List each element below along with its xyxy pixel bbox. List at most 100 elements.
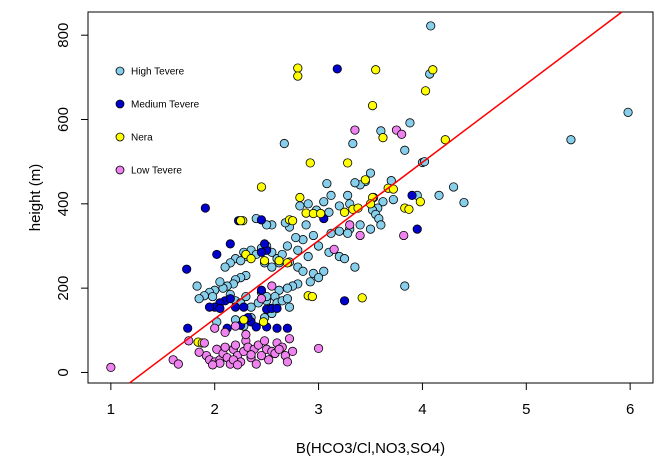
data-point — [343, 228, 353, 238]
data-point — [253, 340, 263, 350]
data-point — [194, 294, 204, 304]
data-point — [291, 232, 301, 243]
data-point — [378, 197, 388, 207]
data-point — [282, 323, 293, 333]
data-point — [332, 64, 342, 74]
data-point — [199, 338, 209, 348]
data-point — [420, 86, 431, 96]
legend: High Tevere Medium Tevere Nera Low Tevere — [115, 66, 200, 177]
legend-label: High Tevere — [131, 67, 185, 78]
data-point — [259, 336, 270, 346]
data-point — [345, 220, 355, 230]
y-tick-label: 200 — [55, 276, 72, 301]
data-point — [308, 230, 318, 241]
data-point — [365, 224, 376, 234]
data-point — [173, 359, 183, 369]
y-axis: 0 200 400 600 800 — [55, 23, 88, 377]
data-point — [256, 350, 267, 361]
legend-item: Low Tevere — [115, 166, 182, 177]
data-point — [215, 277, 225, 287]
legend-marker — [115, 132, 125, 142]
data-point — [459, 197, 469, 208]
regression-line — [129, 11, 623, 384]
data-point — [365, 168, 376, 178]
x-tick-label: 3 — [314, 401, 322, 418]
data-point — [360, 175, 370, 185]
data-point — [339, 254, 350, 264]
data-point — [256, 285, 267, 295]
data-point — [307, 291, 317, 302]
legend-label: Medium Tevere — [131, 100, 200, 111]
y-tick-label: 0 — [55, 368, 72, 376]
data-point — [239, 302, 249, 312]
data-point — [350, 125, 360, 135]
data-point — [407, 190, 417, 200]
plot-frame — [87, 11, 654, 384]
data-point — [313, 343, 324, 354]
data-point — [212, 249, 222, 260]
legend-marker — [115, 66, 125, 76]
data-point — [220, 327, 230, 338]
data-point — [208, 291, 218, 302]
data-point — [251, 359, 261, 369]
data-point — [264, 355, 274, 365]
x-tick-label: 4 — [418, 401, 426, 418]
data-point — [301, 220, 311, 230]
data-point — [267, 262, 277, 272]
legend-item: High Tevere — [115, 66, 185, 78]
data-point — [405, 118, 415, 128]
data-point — [303, 251, 313, 262]
data-point — [215, 303, 225, 313]
data-point — [378, 133, 388, 143]
data-point — [251, 322, 261, 332]
data-point — [426, 21, 436, 31]
data-point — [326, 190, 336, 200]
data-point — [428, 65, 438, 75]
data-point — [282, 357, 293, 367]
data-point — [343, 158, 353, 168]
y-tick-label: 400 — [55, 191, 72, 216]
data-point — [399, 230, 409, 241]
data-point — [284, 302, 295, 312]
data-point — [259, 239, 270, 249]
x-axis-title: B(HCO3/Cl,NO3,SO4) — [296, 440, 445, 457]
data-point — [230, 321, 241, 331]
data-point — [239, 315, 249, 325]
data-point — [305, 158, 315, 168]
data-point — [220, 262, 230, 272]
data-point — [246, 350, 256, 360]
data-point — [236, 216, 246, 226]
data-point — [279, 138, 289, 149]
x-tick-label: 5 — [522, 401, 530, 418]
data-point — [246, 254, 256, 264]
data-point — [208, 360, 218, 370]
x-axis: 1 2 3 4 5 6 — [107, 383, 634, 418]
legend-item: Medium Tevere — [115, 100, 200, 111]
data-point — [194, 347, 204, 357]
data-point — [355, 230, 365, 241]
data-point — [232, 360, 243, 370]
data-point — [440, 135, 450, 145]
data-point — [259, 256, 270, 266]
data-point — [220, 342, 230, 352]
data-point — [210, 323, 220, 333]
data-point — [326, 228, 336, 238]
data-point — [371, 65, 381, 75]
data-point — [343, 190, 353, 200]
data-point — [295, 192, 305, 203]
data-point — [293, 63, 303, 73]
legend-label: Nera — [131, 133, 153, 144]
data-point — [256, 294, 267, 304]
data-point — [106, 362, 116, 373]
data-point — [288, 346, 298, 356]
series-medium-tevere — [182, 64, 422, 333]
data-point — [256, 247, 267, 257]
data-point — [274, 344, 284, 354]
data-point — [357, 293, 367, 303]
data-point — [305, 277, 315, 287]
legend-item: Nera — [115, 132, 153, 144]
data-point — [339, 207, 350, 217]
data-point — [282, 241, 293, 251]
data-point — [334, 201, 344, 211]
